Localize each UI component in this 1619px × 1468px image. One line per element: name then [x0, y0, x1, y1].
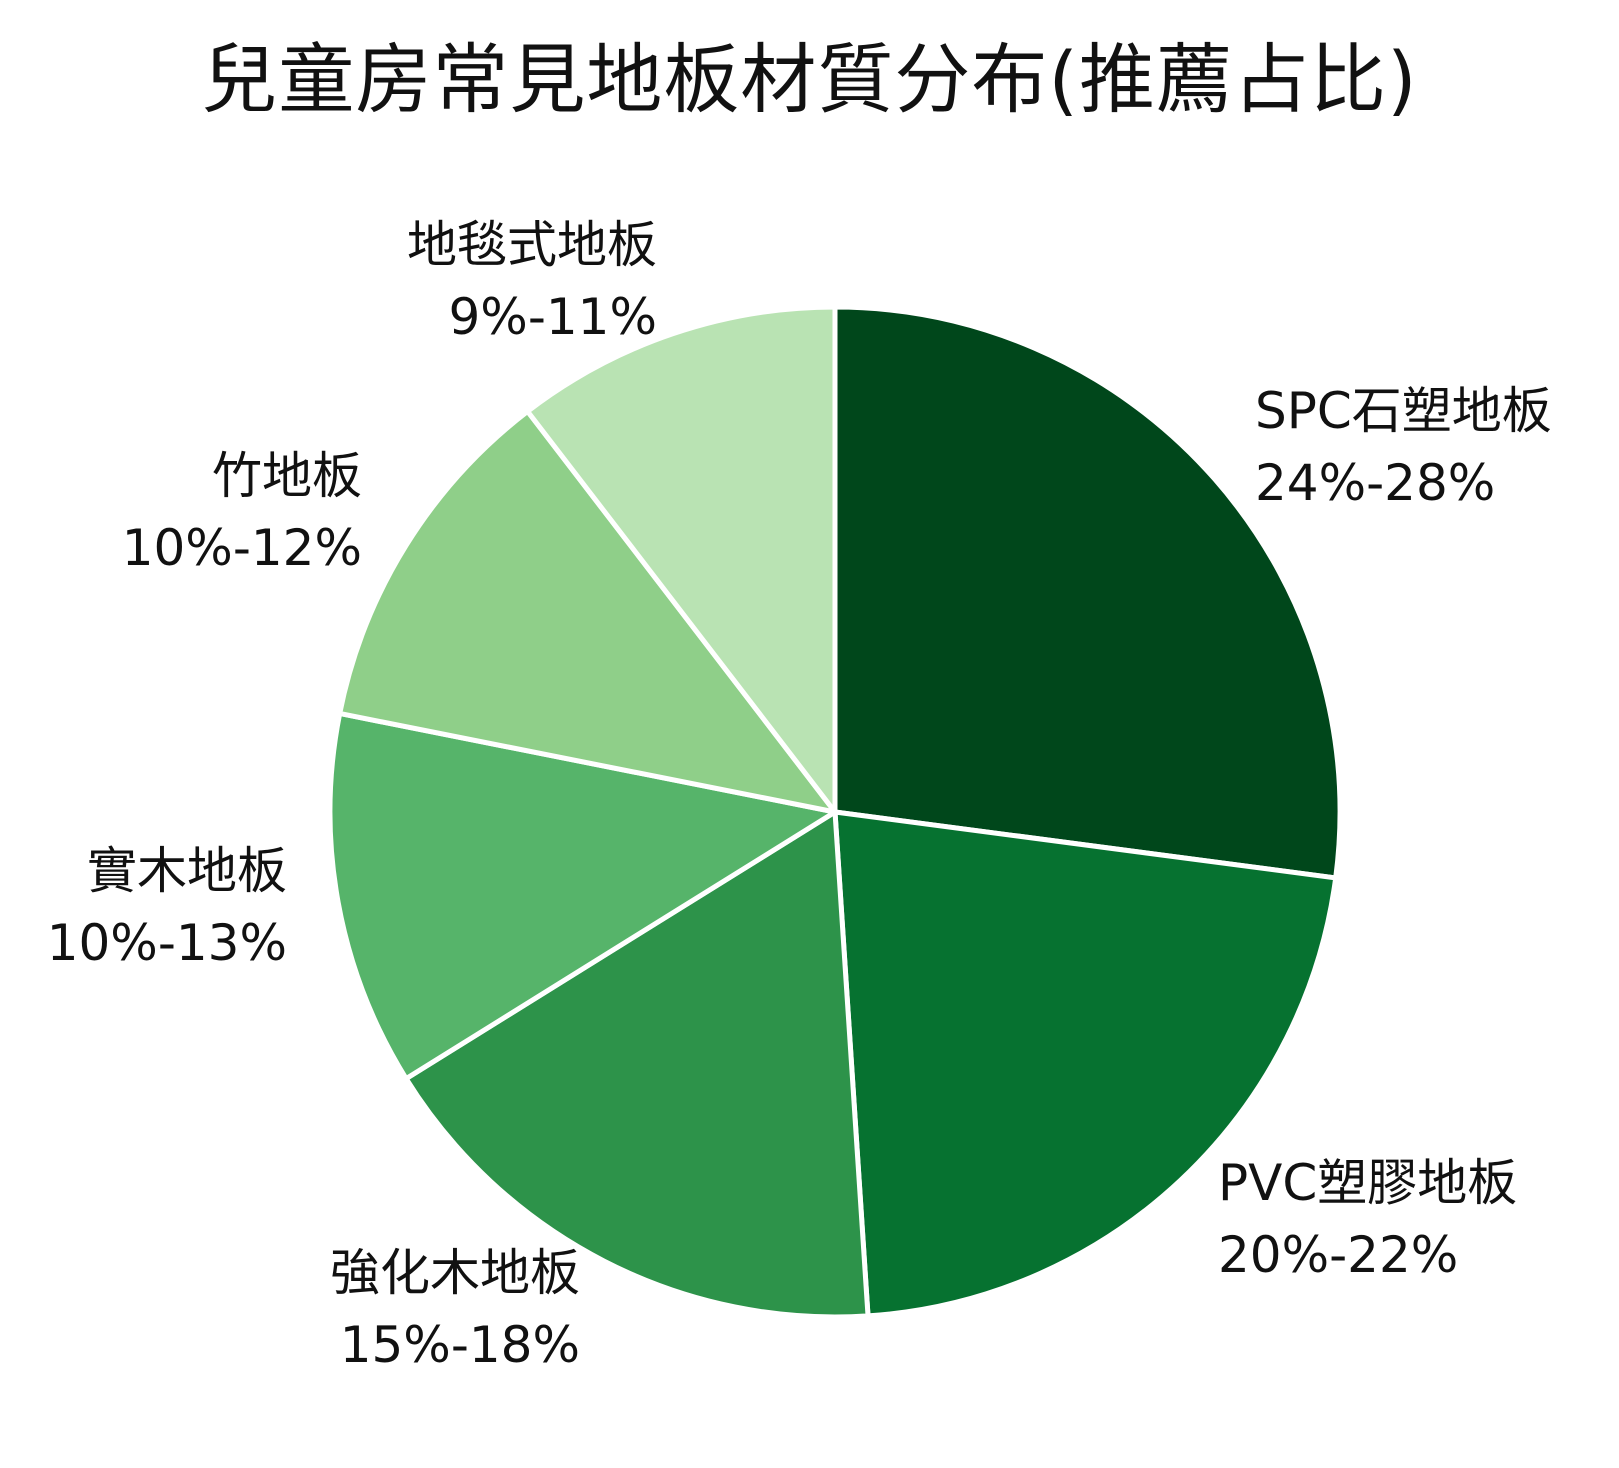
pie-slices [327, 304, 1343, 1320]
pie-slice-2 [832, 809, 1339, 1319]
slice-label-range-3: 15%-18% [340, 1316, 580, 1374]
slice-label-range-4: 10%-13% [47, 914, 287, 972]
pie-labels: SPC石塑地板 24%-28% PVC塑膠地板 20%-22% 強化木地板 15%-18%… [47, 216, 1552, 1374]
slice-label-name-5: 竹地板 [212, 447, 362, 505]
pie-slice-6 [525, 304, 838, 815]
slice-label-range-2: 20%-22% [1218, 1226, 1458, 1284]
slice-label-name-1: SPC石塑地板 [1255, 382, 1552, 440]
slice-label-name-2: PVC塑膠地板 [1218, 1154, 1517, 1212]
slice-label-name-6: 地毯式地板 [407, 216, 657, 274]
pie-slice-4 [327, 710, 838, 1082]
slice-label-name-4: 實木地板 [87, 842, 287, 900]
slice-label-name-3: 強化木地板 [330, 1244, 580, 1302]
slice-label-range-5: 10%-12% [122, 519, 362, 577]
pie-slice-1 [832, 304, 1343, 881]
pie-slice-3 [403, 809, 871, 1320]
slice-label-range-1: 24%-28% [1255, 454, 1495, 512]
chart-title: 兒童房常見地板材質分布(推薦占比) [201, 35, 1418, 124]
slice-label-range-6: 9%-11% [449, 288, 658, 346]
pie-slice-5 [337, 408, 838, 815]
